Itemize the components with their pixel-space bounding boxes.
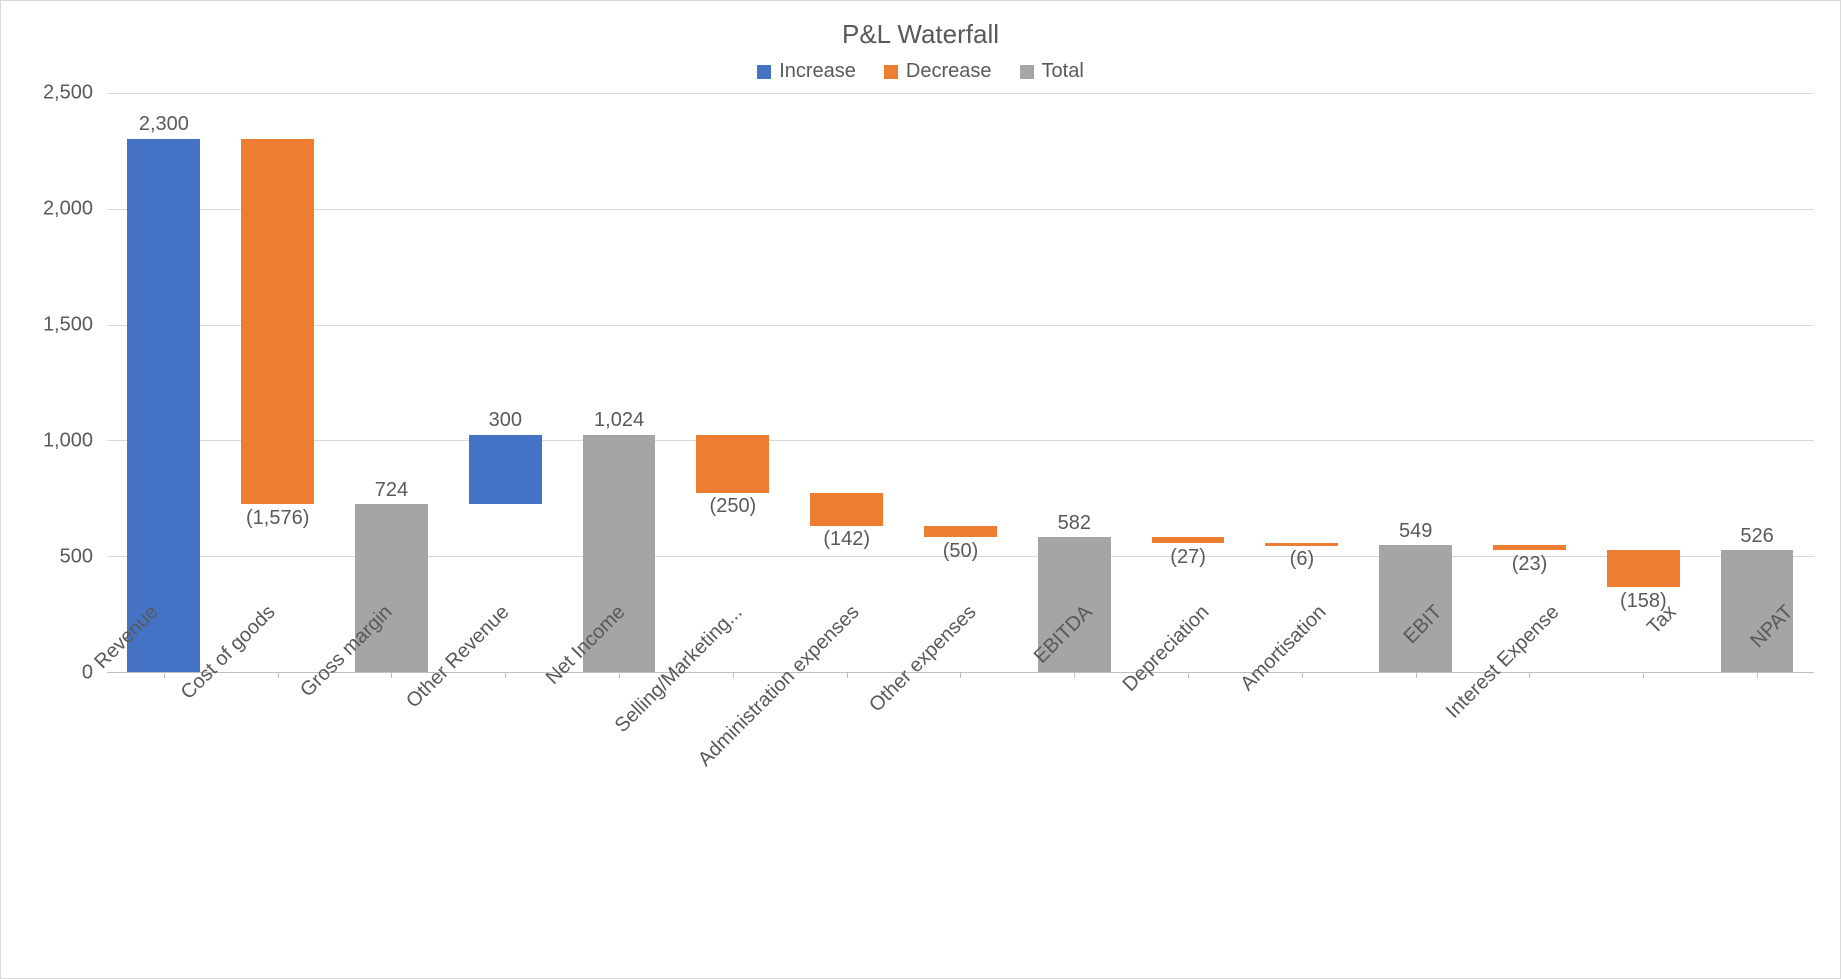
data-label: (6): [1245, 548, 1359, 571]
data-label: 724: [335, 479, 449, 502]
bar-slot: (142): [790, 93, 904, 672]
bar-slot: 300: [448, 93, 562, 672]
legend-label-decrease: Decrease: [906, 60, 992, 83]
legend-label-total: Total: [1042, 60, 1084, 83]
bar-decrease: [241, 139, 314, 504]
x-tick-label: Cost of goods: [177, 601, 281, 705]
bar-slot: (23): [1473, 93, 1587, 672]
x-tick-label: Other expenses: [865, 601, 981, 717]
bar-decrease: [924, 526, 997, 538]
bar-decrease: [1607, 550, 1680, 587]
x-tick-label: Net Income: [542, 601, 631, 690]
plot: 2,300 (1,576)724 3001,024 (250)(142)(50) 582…: [107, 93, 1814, 673]
bar-slot: 2,300: [107, 93, 221, 672]
legend-item-increase: Increase: [757, 60, 856, 83]
bar-decrease: [1152, 537, 1225, 543]
bar-slot: (50): [904, 93, 1018, 672]
x-tick-label: Other Revenue: [402, 601, 514, 713]
legend-swatch-increase: [757, 65, 771, 79]
chart-title: P&L Waterfall: [23, 19, 1818, 50]
x-tick-label: Tax: [1643, 601, 1681, 639]
x-tick-label: EBITDA: [1030, 601, 1097, 668]
legend: Increase Decrease Total: [23, 60, 1818, 83]
y-tick-label: 500: [60, 546, 93, 569]
bar-decrease: [696, 435, 769, 493]
data-label: (27): [1131, 546, 1245, 569]
data-label: 300: [448, 409, 562, 432]
y-tick-label: 2,500: [43, 82, 93, 105]
bar-increase: [469, 435, 542, 504]
y-axis: 05001,0001,5002,0002,500: [23, 93, 101, 673]
bar-slot: (6): [1245, 93, 1359, 672]
data-label: 2,300: [107, 113, 221, 136]
legend-item-total: Total: [1020, 60, 1084, 83]
legend-swatch-decrease: [884, 65, 898, 79]
y-tick-label: 2,000: [43, 198, 93, 221]
x-tick-label: Interest Expense: [1442, 601, 1564, 723]
bar-slot: (27): [1131, 93, 1245, 672]
y-tick-label: 1,500: [43, 314, 93, 337]
x-axis: RevenueCost of goodsGross marginOther Re…: [85, 591, 1836, 881]
bar-slot: 526: [1700, 93, 1814, 672]
bar-decrease: [810, 493, 883, 526]
legend-swatch-total: [1020, 65, 1034, 79]
data-label: (250): [676, 495, 790, 518]
data-label: (142): [790, 528, 904, 551]
bar-slot: 549: [1359, 93, 1473, 672]
bars-layer: 2,300 (1,576)724 3001,024 (250)(142)(50) 582…: [107, 93, 1814, 672]
legend-label-increase: Increase: [779, 60, 856, 83]
data-label: (23): [1473, 553, 1587, 576]
bar-slot: 724: [335, 93, 449, 672]
data-label: 549: [1359, 520, 1473, 543]
plot-area: 05001,0001,5002,0002,500 2,300(1,576)724…: [23, 93, 1818, 673]
bar-decrease: [1493, 545, 1566, 550]
bar-slot: (158): [1586, 93, 1700, 672]
x-tick-label: Depreciation: [1119, 601, 1215, 697]
data-label: 1,024: [562, 409, 676, 432]
bar-slot: (250): [676, 93, 790, 672]
y-tick-label: 1,000: [43, 430, 93, 453]
data-label: 582: [1017, 512, 1131, 535]
x-tick-label: NPAT: [1746, 601, 1798, 653]
x-tick-label: Revenue: [91, 601, 164, 674]
bar-slot: (1,576): [221, 93, 335, 672]
bar-decrease: [1265, 543, 1338, 545]
x-tick-label: Gross margin: [296, 601, 397, 702]
data-label: (1,576): [221, 507, 335, 530]
x-tick-label: EBIT: [1400, 601, 1448, 649]
data-label: 526: [1700, 525, 1814, 548]
x-tick-label: Selling/Marketing...: [611, 601, 748, 738]
legend-item-decrease: Decrease: [884, 60, 992, 83]
bar-slot: 582: [1017, 93, 1131, 672]
x-tick-label: Amortisation: [1236, 601, 1331, 696]
data-label: (50): [904, 540, 1018, 563]
chart-frame: P&L Waterfall Increase Decrease Total 05…: [0, 0, 1841, 979]
bar-slot: 1,024: [562, 93, 676, 672]
